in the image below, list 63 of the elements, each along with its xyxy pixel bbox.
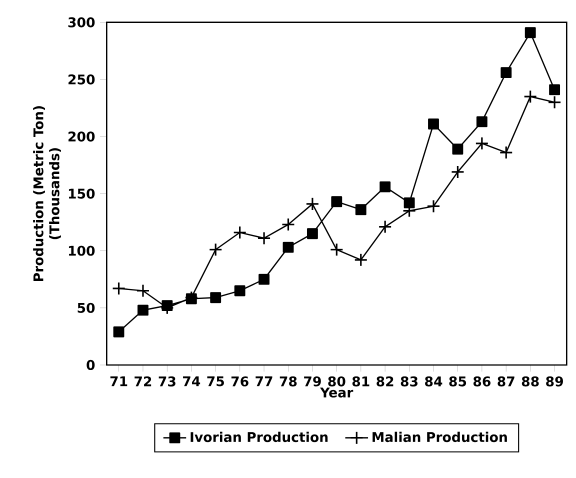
point xyxy=(136,284,150,298)
legend-label: Ivorian Production xyxy=(190,432,328,442)
x-tick-label: 78 xyxy=(280,376,297,386)
point xyxy=(476,116,488,128)
y-axis-title: Production (Metric Ton) (Thousands) xyxy=(33,106,61,282)
point xyxy=(549,84,560,96)
x-tick-label: 85 xyxy=(449,376,466,386)
x-tick-label: 83 xyxy=(400,376,418,386)
point xyxy=(524,27,536,38)
y-tick-label: 200 xyxy=(68,131,95,142)
point xyxy=(331,196,342,208)
x-tick-label: 81 xyxy=(352,376,370,386)
x-tick-label: 80 xyxy=(328,376,346,386)
point xyxy=(257,231,271,245)
x-tick-label: 72 xyxy=(134,376,152,386)
point xyxy=(330,242,344,256)
y-tick-label: 150 xyxy=(68,188,95,199)
x-tick-label: 77 xyxy=(256,376,272,386)
x-tick-label: 82 xyxy=(376,376,394,386)
point xyxy=(258,274,270,285)
x-tick-label: 79 xyxy=(304,376,321,386)
point xyxy=(378,220,392,234)
point xyxy=(404,197,415,208)
point xyxy=(112,282,126,296)
y-tick-label: 300 xyxy=(68,17,95,28)
point xyxy=(475,136,489,150)
y-tick-label: 50 xyxy=(78,302,95,313)
point xyxy=(355,204,366,216)
point xyxy=(450,165,465,179)
x-tick-label: 89 xyxy=(546,376,563,386)
point xyxy=(548,95,562,110)
point xyxy=(113,326,124,338)
point xyxy=(281,218,296,232)
y-tick-label: 250 xyxy=(68,74,95,84)
x-tick-label: 84 xyxy=(425,376,442,386)
x-tick-label: 86 xyxy=(473,376,490,386)
legend-label: Malian Production xyxy=(372,432,507,442)
point xyxy=(138,304,148,316)
x-tick-label: 75 xyxy=(207,376,224,386)
x-tick-label: 74 xyxy=(183,376,200,386)
y-tick-label: 100 xyxy=(68,246,95,256)
x-tick-label: 76 xyxy=(231,376,248,386)
point xyxy=(426,199,440,214)
point xyxy=(282,242,294,253)
point xyxy=(380,181,391,192)
x-tick-label: 71 xyxy=(110,376,128,386)
x-tick-label: 88 xyxy=(522,376,539,386)
point xyxy=(452,144,464,155)
point xyxy=(234,285,246,296)
point xyxy=(428,118,439,130)
point xyxy=(306,197,320,211)
x-tick-label: 73 xyxy=(158,376,176,386)
x-axis-title: Year xyxy=(320,388,354,398)
point xyxy=(306,228,318,240)
point xyxy=(233,226,247,240)
point xyxy=(210,292,222,304)
point xyxy=(524,90,538,104)
point xyxy=(499,146,513,160)
point xyxy=(354,253,368,267)
y-tick-label: 0 xyxy=(86,360,95,370)
point xyxy=(208,242,222,256)
x-tick-label: 87 xyxy=(498,376,514,386)
point xyxy=(500,67,512,78)
